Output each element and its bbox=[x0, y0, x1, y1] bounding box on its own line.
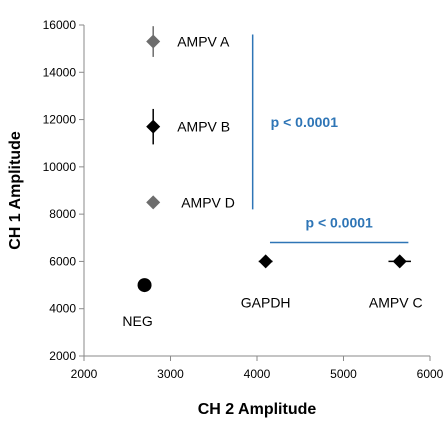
point-label: AMPV C bbox=[369, 294, 423, 310]
data-point-ampv-a bbox=[146, 34, 161, 49]
point-label: NEG bbox=[122, 313, 152, 329]
data-point-ampv-d bbox=[146, 195, 161, 210]
x-tick-label: 3000 bbox=[157, 367, 184, 381]
data-point-ampv-c bbox=[392, 254, 407, 269]
y-tick-label: 2000 bbox=[49, 349, 76, 363]
point-label: AMPV B bbox=[177, 119, 230, 135]
p-value-label: p < 0.0001 bbox=[306, 215, 374, 231]
y-tick-label: 4000 bbox=[49, 302, 76, 316]
y-tick-label: 12000 bbox=[43, 113, 77, 127]
y-tick-label: 6000 bbox=[49, 254, 76, 268]
x-axis-title: CH 2 Amplitude bbox=[198, 401, 317, 418]
y-axis-title: CH 1 Amplitude bbox=[7, 131, 24, 250]
y-tick-label: 8000 bbox=[49, 207, 76, 221]
x-tick-label: 2000 bbox=[71, 367, 98, 381]
point-label: AMPV A bbox=[177, 34, 230, 50]
x-tick-label: 4000 bbox=[244, 367, 271, 381]
y-tick-label: 10000 bbox=[43, 160, 77, 174]
point-label: GAPDH bbox=[241, 294, 291, 310]
data-point-gapdh bbox=[258, 254, 273, 269]
data-point-neg bbox=[137, 278, 152, 293]
point-label: AMPV D bbox=[181, 194, 235, 210]
data-point-ampv-b bbox=[146, 119, 161, 134]
y-tick-label: 16000 bbox=[43, 18, 77, 32]
x-tick-label: 5000 bbox=[330, 367, 357, 381]
x-tick-label: 6000 bbox=[417, 367, 444, 381]
y-tick-label: 14000 bbox=[43, 65, 77, 79]
p-value-label: p < 0.0001 bbox=[271, 114, 339, 130]
